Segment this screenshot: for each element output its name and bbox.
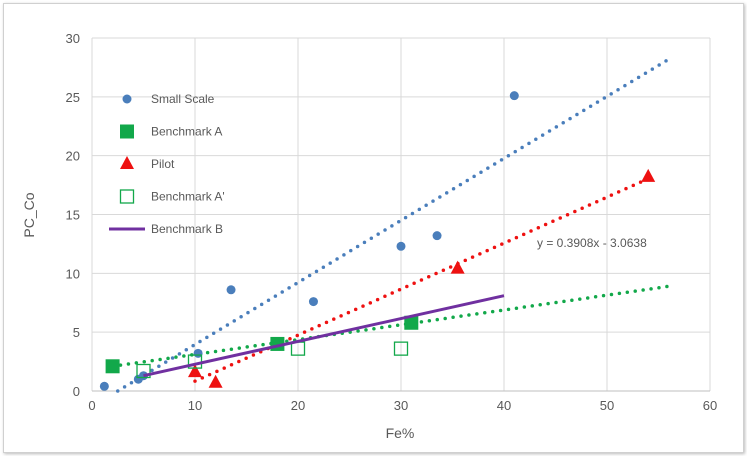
x-tick-label: 60 bbox=[703, 398, 717, 413]
data-point-benchmark-a bbox=[136, 363, 151, 379]
y-tick-label: 25 bbox=[66, 90, 80, 105]
data-point-small-scale bbox=[99, 381, 109, 391]
x-tick-label: 0 bbox=[88, 398, 95, 413]
data-point-small-scale bbox=[396, 241, 406, 251]
data-point-pilot bbox=[450, 260, 465, 274]
data-point-small-scale bbox=[226, 285, 236, 295]
y-tick-label: 20 bbox=[66, 149, 80, 164]
data-point-benchmark-a bbox=[404, 315, 419, 330]
y-tick-label: 15 bbox=[66, 208, 80, 223]
legend-marker-benchmark-a bbox=[120, 124, 134, 139]
x-tick-label: 50 bbox=[600, 398, 614, 413]
trendline-equation: y = 0.3908x - 3.0638 bbox=[537, 236, 647, 250]
data-point-pilot bbox=[208, 374, 223, 388]
y-tick-label: 0 bbox=[73, 384, 80, 399]
series-line-benchmark-b bbox=[143, 294, 505, 378]
legend-marker-benchmark-a bbox=[119, 189, 135, 204]
y-axis-label: PC_Co bbox=[21, 192, 37, 237]
trendline-benchmark-a bbox=[110, 284, 671, 369]
legend-marker-small-scale bbox=[122, 94, 132, 104]
trendline-small-scale bbox=[116, 57, 671, 393]
data-point-pilot bbox=[641, 168, 656, 182]
legend-marker-pilot bbox=[120, 156, 134, 169]
data-point-benchmark-a bbox=[393, 341, 409, 356]
data-point-pilot bbox=[188, 364, 202, 378]
y-tick-label: 5 bbox=[73, 325, 80, 340]
legend-label-small-scale: Small Scale bbox=[151, 92, 215, 106]
data-point-small-scale bbox=[432, 231, 442, 241]
y-tick-label: 10 bbox=[66, 266, 80, 281]
data-point-benchmark-a bbox=[105, 359, 120, 374]
legend-label-pilot: Pilot bbox=[151, 157, 175, 171]
x-tick-label: 30 bbox=[394, 398, 408, 413]
y-tick-label: 30 bbox=[66, 31, 80, 46]
legend-label-benchmark-b: Benchmark B bbox=[151, 222, 223, 236]
x-tick-label: 10 bbox=[188, 398, 202, 413]
legend-label-benchmark-a: Benchmark A' bbox=[151, 190, 225, 204]
x-tick-label: 20 bbox=[291, 398, 305, 413]
x-tick-label: 40 bbox=[497, 398, 511, 413]
data-point-small-scale bbox=[308, 297, 318, 307]
trendline-pilot bbox=[193, 176, 650, 383]
legend-label-benchmark-a: Benchmark A bbox=[151, 125, 222, 139]
data-point-small-scale bbox=[509, 91, 519, 101]
x-axis-label: Fe% bbox=[386, 425, 415, 441]
